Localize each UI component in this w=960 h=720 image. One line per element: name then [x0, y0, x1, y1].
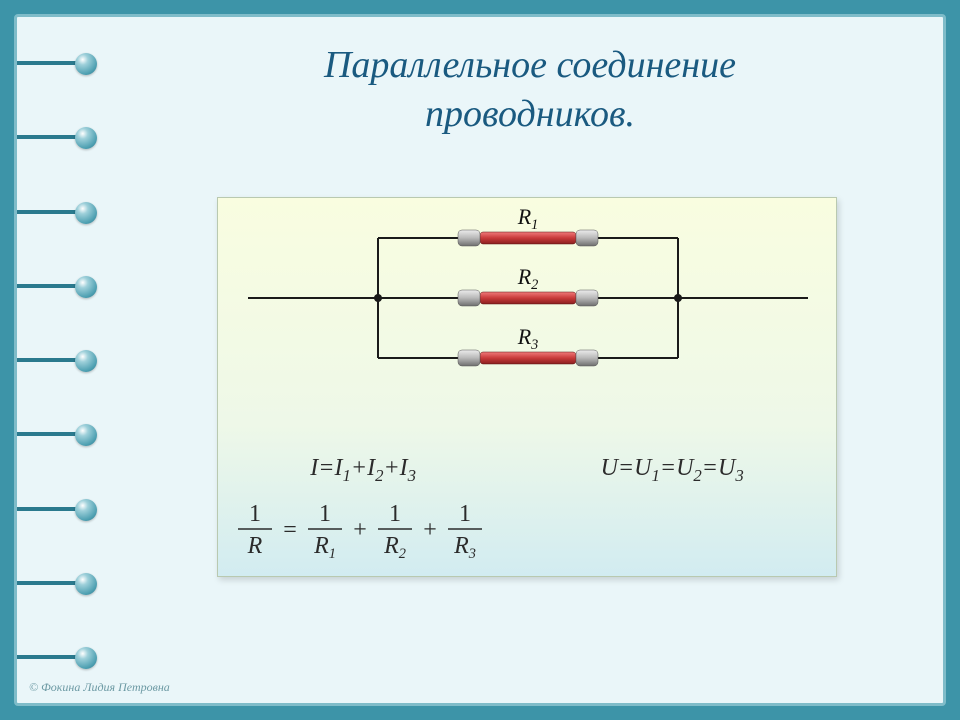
title-line-2: проводников. [425, 93, 635, 135]
spiral-ring [41, 55, 101, 71]
outer-frame: Параллельное соединение проводников. R1R… [0, 0, 960, 720]
svg-text:+: + [423, 517, 437, 543]
svg-text:1: 1 [459, 501, 471, 527]
spiral-ring [41, 649, 101, 665]
spiral-ring [41, 575, 101, 591]
svg-text:R2: R2 [383, 533, 406, 562]
formula-row: I=I1+I2+I3 U=U1=U2=U3 [218, 455, 836, 486]
spiral-ring [41, 501, 101, 517]
fraction-formula-svg: 1 R = 1 R1 +1 R2 +1 R3 [218, 496, 658, 562]
resistance-formula: 1 R = 1 R1 +1 R2 +1 R3 [218, 496, 836, 562]
svg-text:R2: R2 [517, 264, 539, 293]
diagram-card: R1 R2 R3 I=I1+I2+I3 U=U1=U2=U3 1 R = 1 R1 +1 R2 +… [217, 197, 837, 577]
spiral-ring [41, 129, 101, 145]
svg-text:+: + [353, 517, 367, 543]
svg-text:1: 1 [319, 501, 331, 527]
spiral-ring [41, 204, 101, 220]
svg-text:R1: R1 [517, 204, 539, 233]
formula-current: I=I1+I2+I3 [310, 455, 416, 486]
inner-frame: Параллельное соединение проводников. R1R… [14, 14, 946, 706]
spiral-binding [41, 27, 101, 693]
spiral-ring [41, 352, 101, 368]
svg-text:1: 1 [389, 501, 401, 527]
svg-text:R: R [247, 533, 263, 559]
credit-text: © Фокина Лидия Петровна [29, 680, 170, 695]
svg-text:R3: R3 [517, 324, 539, 353]
slide-title: Параллельное соединение проводников. [157, 41, 903, 140]
title-line-1: Параллельное соединение [324, 44, 736, 86]
spiral-ring [41, 426, 101, 442]
formula-voltage: U=U1=U2=U3 [601, 455, 744, 486]
spiral-ring [41, 278, 101, 294]
svg-text:1: 1 [249, 501, 261, 527]
svg-text:R1: R1 [313, 533, 336, 562]
svg-text:R3: R3 [453, 533, 476, 562]
svg-text:=: = [283, 517, 297, 543]
circuit-diagram: R1 R2 R3 [218, 198, 838, 418]
